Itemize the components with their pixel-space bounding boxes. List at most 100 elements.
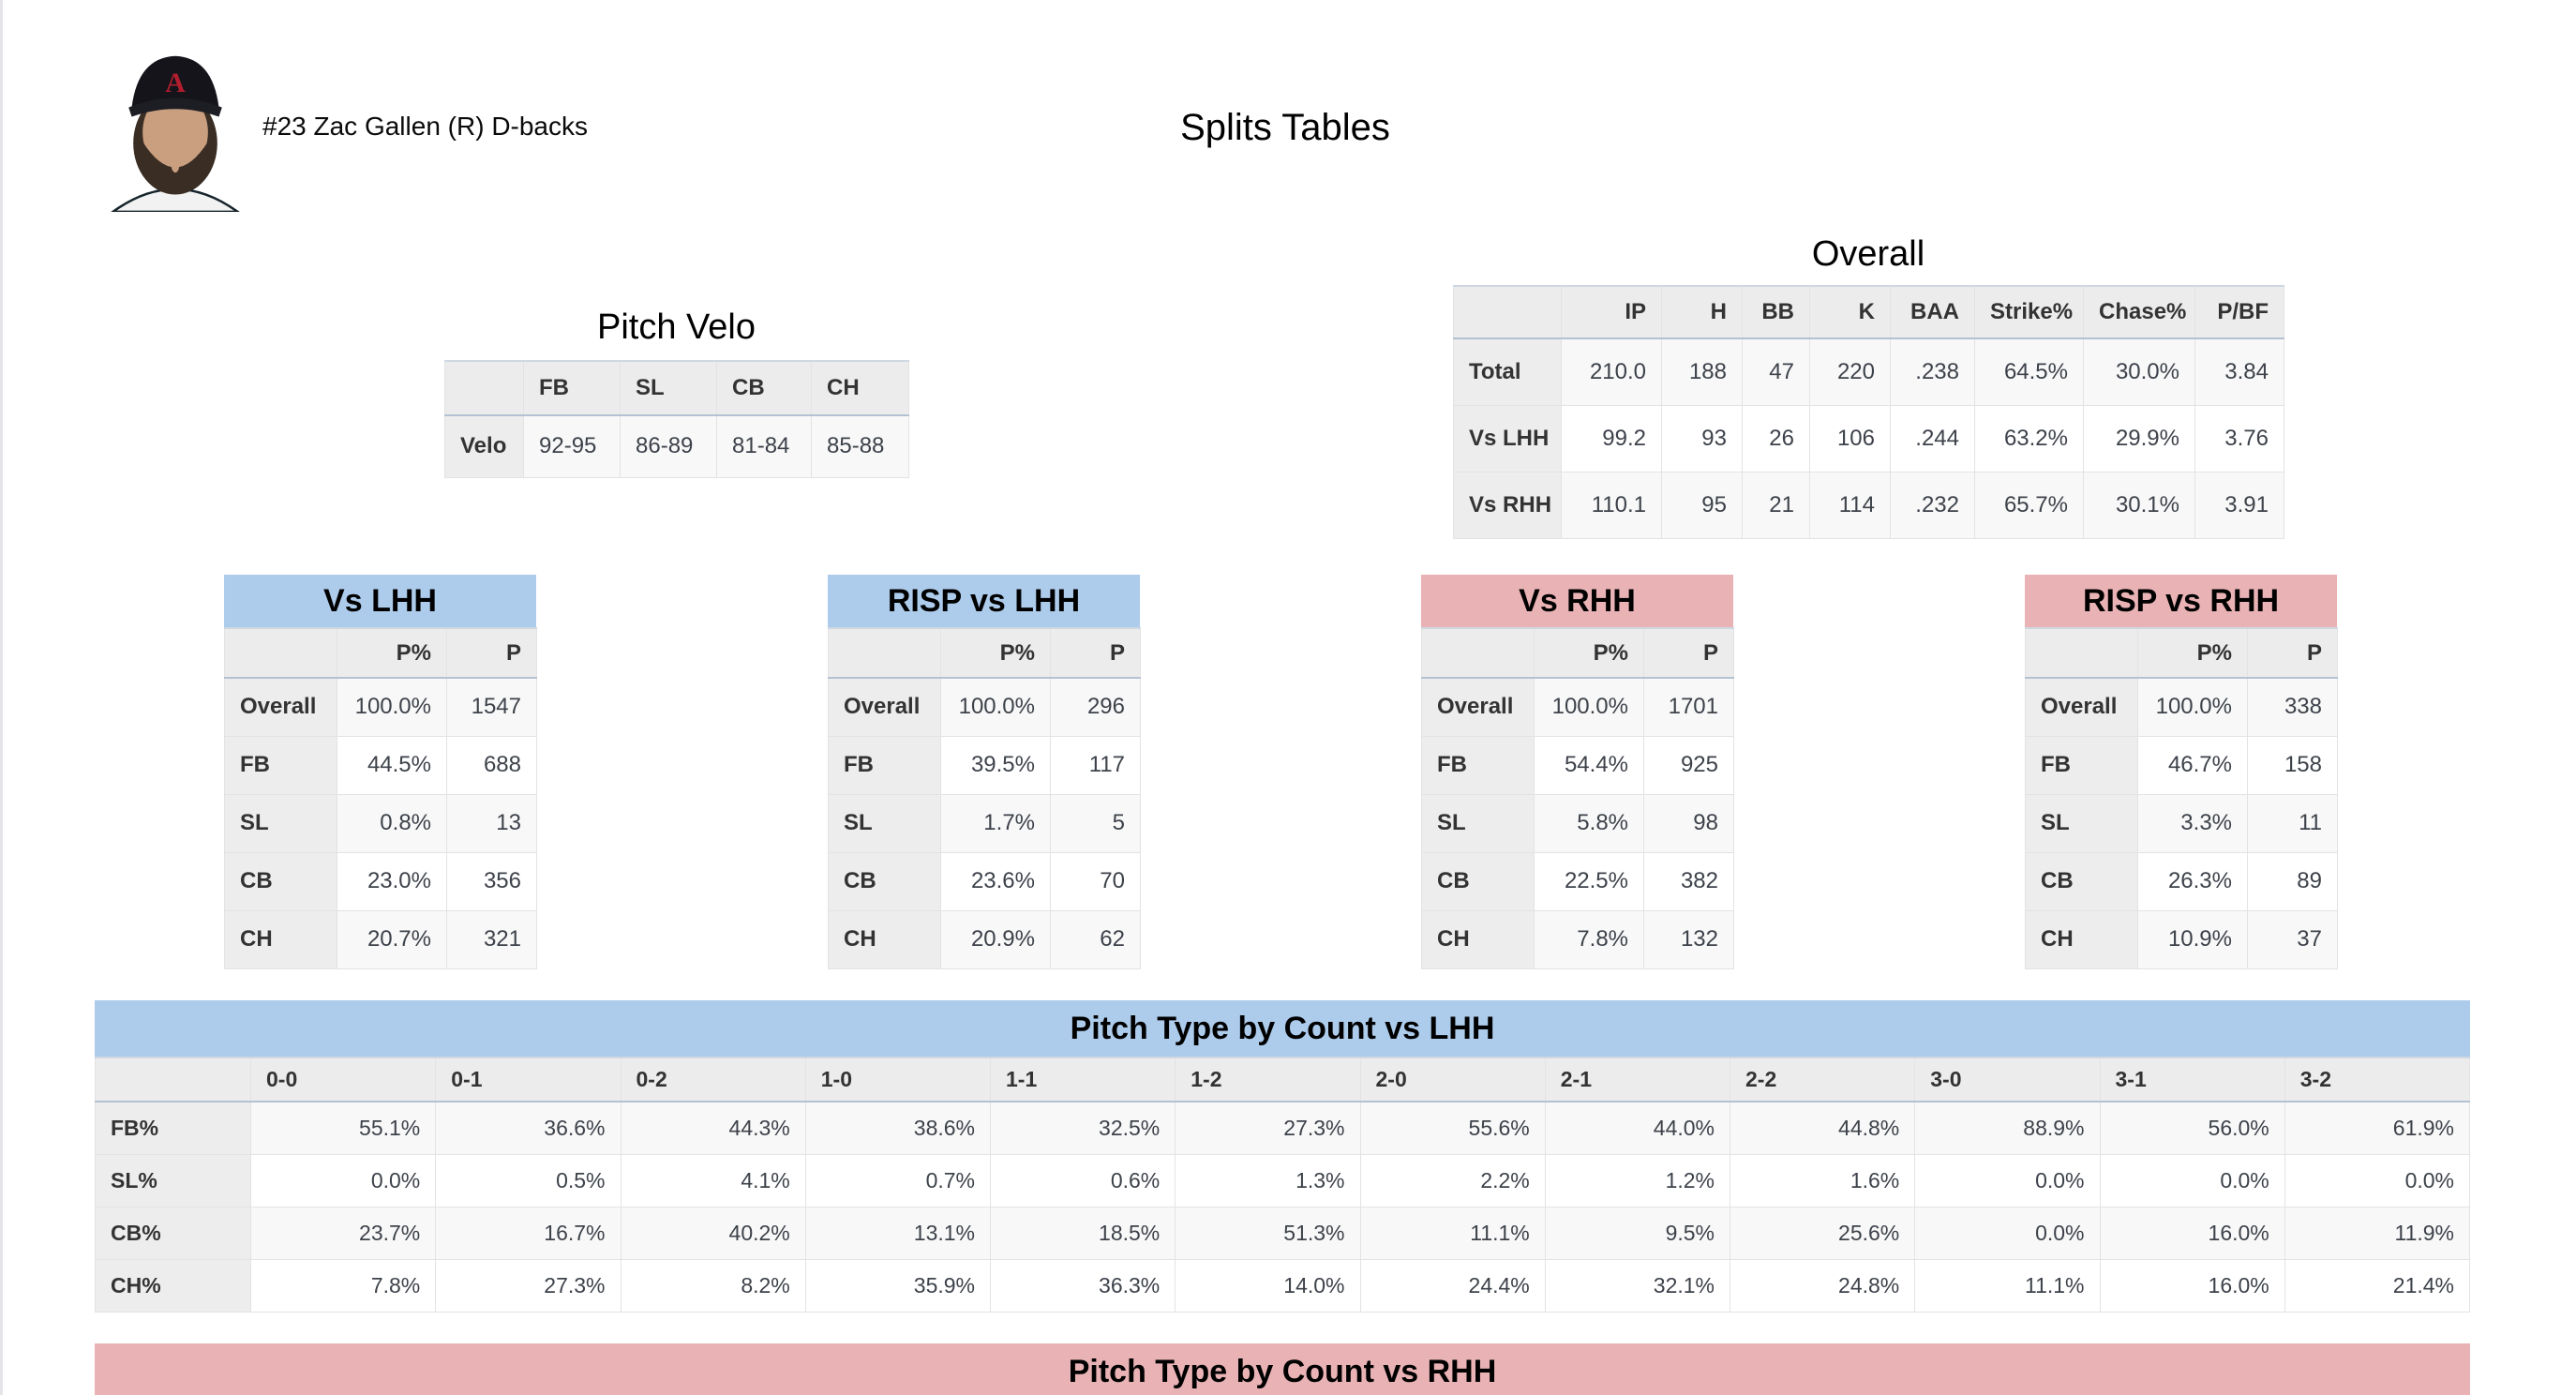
data-cell: 39.5% [940,735,1051,795]
row-label: Vs LHH [1453,404,1562,472]
data-cell: .232 [1890,471,1975,539]
table-row: SL 3.3% 11 [2025,793,2338,853]
table-row: Vs LHH 99.2 93 26 106.244 63.2% 29.9% 3.76 [1453,404,2284,472]
table-row: FB 46.7% 158 [2025,735,2338,795]
data-cell: 29.9% [2083,404,2195,472]
row-label: CH [828,909,941,969]
data-cell: 8.2% [620,1258,806,1312]
row-label: CB [828,851,941,911]
data-cell: 132 [1643,909,1734,969]
data-cell: 11 [2247,793,2338,853]
data-cell: 0.6% [989,1153,1176,1208]
data-cell: 98 [1643,793,1734,853]
overall-title: Overall [1811,234,1925,274]
column-header: P% [2137,627,2248,679]
data-cell: 23.0% [337,851,447,911]
vs-lhh-band: Vs LHH [224,575,536,627]
row-label: CB% [95,1206,251,1260]
data-cell: 7.8% [249,1258,437,1312]
data-cell: 32.5% [989,1101,1176,1155]
row-label: SL [828,793,941,853]
data-cell: 100.0% [940,677,1051,737]
column-header: 3-1 [2099,1057,2285,1102]
data-cell: 0.0% [2284,1153,2471,1208]
column-header: P [2247,627,2338,679]
row-label: CB [2025,851,2138,911]
table-row: Velo 92-95 86-89 81-84 85-88 [444,414,909,478]
data-cell: 56.0% [2099,1101,2285,1155]
data-cell: 0.0% [2099,1153,2285,1208]
data-cell: 26 [1742,404,1810,472]
table-row: CB% 23.7% 16.7% 40.2% 13.1% 18.5% 51.3% 11.1% 9.… [95,1206,2471,1260]
count-vs-rhh-band: Pitch Type by Count vs RHH [95,1343,2470,1395]
table-row: SL 0.8% 13 [224,793,537,853]
data-cell: 23.7% [249,1206,437,1260]
data-cell: 9.5% [1544,1206,1731,1260]
data-cell: 11.9% [2284,1206,2471,1260]
row-label: Overall [224,677,337,737]
data-cell: 37 [2247,909,2338,969]
data-cell: 10.9% [2137,909,2248,969]
row-label: CB [1421,851,1535,911]
data-cell: 14.0% [1175,1258,1361,1312]
data-cell: 0.8% [337,793,447,853]
player-name: #23 Zac Gallen (R) D-backs [262,112,589,141]
data-cell: 92-95 [523,414,621,478]
table-row: FB 54.4% 925 [1421,735,1734,795]
data-cell: 86-89 [620,414,717,478]
data-cell: 0.5% [435,1153,622,1208]
data-cell: 65.7% [1974,471,2084,539]
column-header: BB [1742,285,1810,339]
data-cell: 54.4% [1534,735,1644,795]
header-row: P% P [2025,627,2338,679]
data-cell: 3.91 [2194,471,2284,539]
table-row: Overall 100.0% 1547 [224,677,537,737]
row-label: SL [2025,793,2138,853]
table-row: CH 7.8% 132 [1421,909,1734,969]
row-label: FB [1421,735,1535,795]
header-row: P% P [224,627,537,679]
column-header [95,1057,251,1102]
data-cell: 44.0% [1544,1101,1731,1155]
table-row: CH 20.9% 62 [828,909,1141,969]
table-row: CB 23.0% 356 [224,851,537,911]
data-cell: 117 [1050,735,1141,795]
count-vs-lhh-band: Pitch Type by Count vs LHH [95,1000,2470,1057]
data-cell: 382 [1643,851,1734,911]
data-cell: 20.9% [940,909,1051,969]
data-cell: 925 [1643,735,1734,795]
table-row: CB 26.3% 89 [2025,851,2338,911]
data-cell: 0.0% [1914,1153,2101,1208]
data-cell: 11.1% [1914,1258,2101,1312]
data-cell: 23.6% [940,851,1051,911]
data-cell: 0.7% [804,1153,992,1208]
data-cell: 7.8% [1534,909,1644,969]
data-cell: 26.3% [2137,851,2248,911]
data-cell: 11.1% [1359,1206,1546,1260]
column-header [2025,627,2138,679]
data-cell: 356 [446,851,537,911]
data-cell: 2.2% [1359,1153,1546,1208]
row-label: FB% [95,1101,251,1155]
pitch-velo-table: FB SL CB CH Velo 92-95 86-89 81-84 85-88 [444,360,909,478]
row-label: SL% [95,1153,251,1208]
table-row: Overall 100.0% 296 [828,677,1141,737]
data-cell: 62 [1050,909,1141,969]
data-cell: 1.6% [1729,1153,1916,1208]
data-cell: 106 [1809,404,1891,472]
data-cell: 16.0% [2099,1258,2285,1312]
data-cell: 338 [2247,677,2338,737]
row-label: Total [1453,338,1562,406]
column-header: P [446,627,537,679]
column-header [828,627,941,679]
pitch-velo-title: Pitch Velo [597,308,756,347]
column-header: SL [620,360,717,416]
table-row: FB 39.5% 117 [828,735,1141,795]
data-cell: 51.3% [1175,1206,1361,1260]
data-cell: 114 [1809,471,1891,539]
data-cell: 688 [446,735,537,795]
table-row: CB 22.5% 382 [1421,851,1734,911]
data-cell: 3.3% [2137,793,2248,853]
data-cell: 110.1 [1561,471,1662,539]
column-header: CH [811,360,909,416]
